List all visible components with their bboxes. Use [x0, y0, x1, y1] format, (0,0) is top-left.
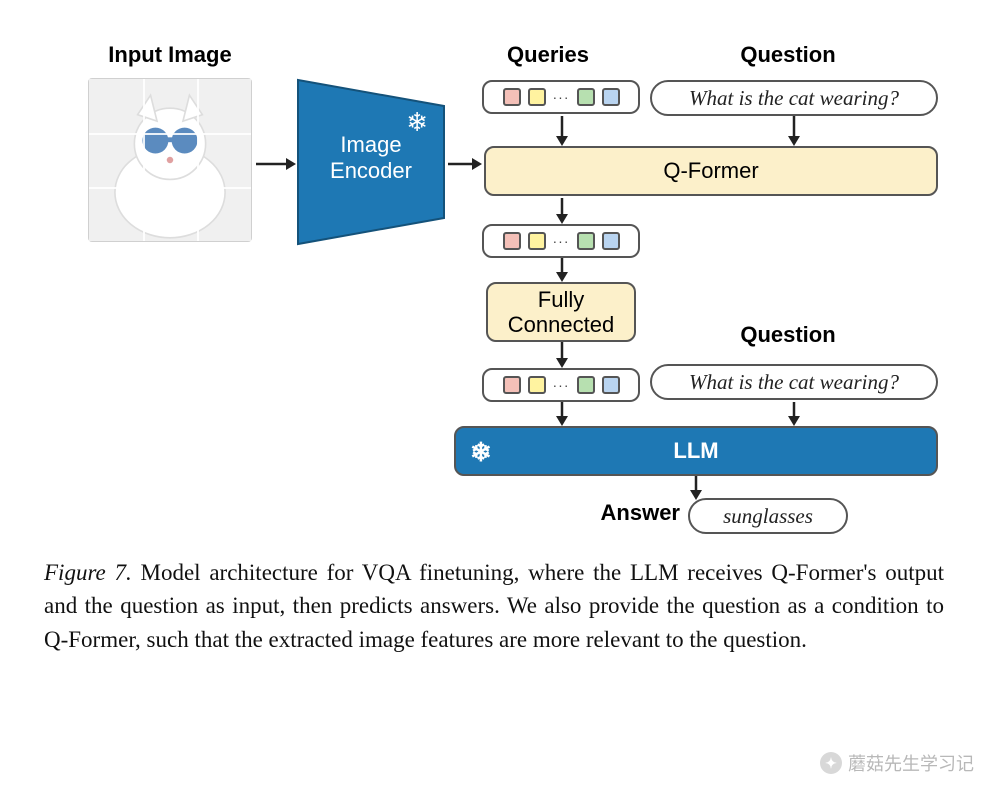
- input-image-grid: [88, 78, 252, 242]
- token-pink: [503, 232, 521, 250]
- token-ellipsis: ···: [553, 89, 570, 105]
- token-yellow: [528, 232, 546, 250]
- token-yellow: [528, 376, 546, 394]
- arrow-tokens-to-llm: [552, 402, 572, 426]
- arrow-img-to-encoder: [256, 154, 296, 174]
- token-blue: [602, 232, 620, 250]
- token-ellipsis: ···: [553, 233, 570, 249]
- token-pink: [503, 376, 521, 394]
- wechat-icon: ✦: [820, 752, 842, 774]
- arrow-queries-down: [552, 116, 572, 146]
- queries-tokens-mid: ···: [482, 224, 640, 258]
- arrow-question-to-llm: [784, 402, 804, 426]
- token-blue: [602, 376, 620, 394]
- input-image-label: Input Image: [80, 42, 260, 68]
- watermark-text: 蘑菇先生学习记: [848, 750, 974, 776]
- qformer-block: Q-Former: [484, 146, 938, 196]
- answer-label: Answer: [580, 500, 680, 526]
- figure-caption: Figure 7. Model architecture for VQA fin…: [44, 556, 944, 656]
- arrow-qformer-out: [552, 198, 572, 224]
- figure-number: Figure 7.: [44, 560, 132, 585]
- queries-label: Queries: [478, 42, 618, 68]
- token-green: [577, 376, 595, 394]
- token-green: [577, 232, 595, 250]
- question-label-bottom: Question: [698, 322, 878, 348]
- arrow-fc-to-tokens: [552, 342, 572, 368]
- token-yellow: [528, 88, 546, 106]
- llm-block: ❄ LLM: [454, 426, 938, 476]
- question-text-top: What is the cat wearing?: [650, 80, 938, 116]
- question-label-top: Question: [698, 42, 878, 68]
- token-pink: [503, 88, 521, 106]
- arrow-tokens-to-fc: [552, 258, 572, 282]
- image-encoder-block: ❄ Image Encoder: [296, 78, 446, 246]
- fc-line2: Connected: [508, 312, 614, 337]
- queries-tokens-low: ···: [482, 368, 640, 402]
- image-encoder-label: Image Encoder: [296, 132, 446, 185]
- diagram-canvas: Input Image ❄ Image Encoder: [0, 0, 988, 786]
- caption-text: Model architecture for VQA finetuning, w…: [44, 560, 944, 652]
- answer-text: sunglasses: [688, 498, 848, 534]
- arrow-encoder-to-qformer: [448, 154, 482, 174]
- watermark: ✦ 蘑菇先生学习记: [820, 750, 974, 776]
- token-blue: [602, 88, 620, 106]
- arrow-question-down: [784, 116, 804, 146]
- arrow-llm-to-answer: [686, 476, 706, 500]
- fc-line1: Fully: [508, 287, 614, 312]
- llm-label: LLM: [673, 438, 718, 463]
- question-text-bottom: What is the cat wearing?: [650, 364, 938, 400]
- queries-tokens-top: ···: [482, 80, 640, 114]
- token-green: [577, 88, 595, 106]
- token-ellipsis: ···: [553, 377, 570, 393]
- fully-connected-block: Fully Connected: [486, 282, 636, 342]
- snowflake-icon: ❄: [470, 438, 492, 468]
- cat-placeholder-icon: [89, 79, 251, 241]
